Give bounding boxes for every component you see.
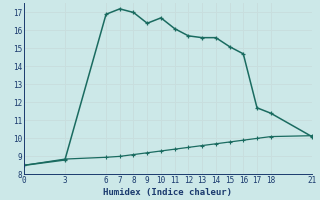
- X-axis label: Humidex (Indice chaleur): Humidex (Indice chaleur): [103, 188, 232, 197]
